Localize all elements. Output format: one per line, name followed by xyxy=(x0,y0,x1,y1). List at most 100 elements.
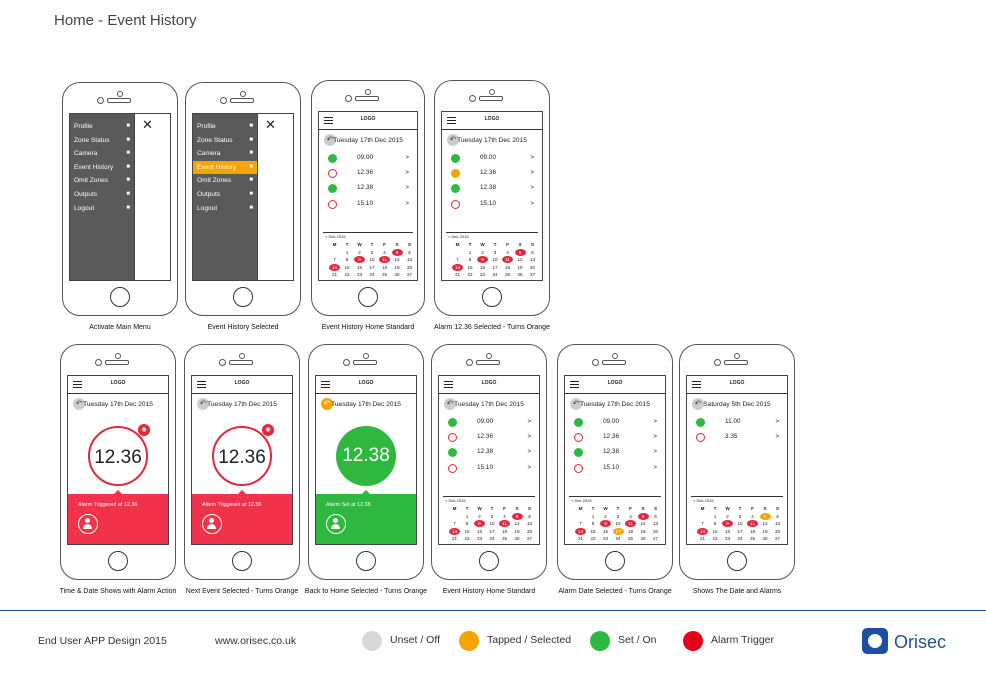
calendar-day[interactable]: 17 xyxy=(492,264,498,270)
calendar-day[interactable]: 18 xyxy=(749,528,756,534)
calendar-day[interactable]: 19 xyxy=(762,528,768,534)
calendar-day[interactable]: 28 xyxy=(575,543,586,544)
calendar-day[interactable]: 16 xyxy=(724,528,731,534)
calendar-day[interactable]: 11 xyxy=(502,256,513,264)
event-row[interactable]: 15.10 > xyxy=(325,198,411,210)
menu-item[interactable]: Outputs ■ xyxy=(193,188,257,201)
back-icon[interactable]: ↶ xyxy=(197,398,209,410)
calendar-day[interactable]: 18 xyxy=(627,528,634,534)
calendar-day[interactable]: 7 xyxy=(456,257,459,263)
calendar-day[interactable]: 2 xyxy=(358,249,361,255)
menu-item[interactable]: Profile ■ xyxy=(193,120,257,133)
hamburger-icon[interactable] xyxy=(73,381,82,388)
back-icon[interactable]: ↶ xyxy=(321,398,333,410)
menu-item[interactable]: Camera ■ xyxy=(193,147,257,160)
calendar-day[interactable]: 31 xyxy=(490,279,501,280)
calendar-day[interactable]: 19 xyxy=(394,264,400,270)
calendar-day[interactable]: 29 xyxy=(465,279,476,280)
calendar-day[interactable]: 1 xyxy=(468,249,472,255)
calendar-month[interactable]: < Dec 2015 xyxy=(445,498,466,503)
calendar-day[interactable]: 17 xyxy=(737,528,743,534)
calendar-day[interactable]: 28 xyxy=(452,279,463,280)
calendar-day[interactable]: 24 xyxy=(737,536,743,542)
calendar-day[interactable]: 18 xyxy=(381,264,388,270)
calendar-day[interactable]: 31 xyxy=(735,543,746,544)
menu-item[interactable]: Profile ■ xyxy=(70,120,134,133)
calendar-day[interactable]: 23 xyxy=(356,272,363,278)
calendar-day[interactable]: 19 xyxy=(640,528,646,534)
calendar-day[interactable]: 6 xyxy=(776,513,779,519)
calendar-day[interactable]: 24 xyxy=(615,536,621,542)
calendar-day[interactable]: 10 xyxy=(369,257,375,263)
calendar-day[interactable]: 30 xyxy=(474,543,485,544)
calendar-day[interactable]: 15 xyxy=(464,528,470,534)
calendar-day[interactable]: 29 xyxy=(462,543,473,544)
calendar-day[interactable]: 14 xyxy=(452,263,463,271)
calendar-day[interactable]: 5 xyxy=(759,512,771,520)
back-icon[interactable]: ↶ xyxy=(447,134,459,146)
event-row[interactable]: 09.00 > xyxy=(445,416,533,428)
calendar-day[interactable]: 14 xyxy=(575,527,586,535)
menu-item[interactable]: Logout ■ xyxy=(70,202,134,215)
hamburger-icon[interactable] xyxy=(197,381,206,388)
calendar-day[interactable]: 6 xyxy=(531,249,534,255)
calendar-day[interactable]: 16 xyxy=(602,528,609,534)
calendar-day[interactable]: 22 xyxy=(467,272,473,278)
calendar-day[interactable]: 9 xyxy=(477,256,488,264)
event-row[interactable]: 15.10 > xyxy=(571,462,659,474)
calendar-day[interactable]: 1 xyxy=(345,249,349,255)
home-button[interactable] xyxy=(110,287,130,307)
calendar-day[interactable]: 5 xyxy=(391,248,403,256)
home-button[interactable] xyxy=(358,287,378,307)
hamburger-icon[interactable] xyxy=(324,117,333,124)
calendar-day[interactable]: 16 xyxy=(476,528,483,534)
event-row[interactable]: 09.00 > xyxy=(448,152,536,164)
calendar-day[interactable]: 8 xyxy=(345,257,349,263)
event-row[interactable]: 12.38 > xyxy=(325,182,411,194)
calendar-day[interactable]: 3 xyxy=(490,513,494,519)
calendar-day[interactable]: 7 xyxy=(333,257,336,263)
menu-backdrop[interactable] xyxy=(257,114,293,280)
home-button[interactable] xyxy=(232,551,252,571)
hamburger-icon[interactable] xyxy=(444,381,453,388)
calendar-day[interactable]: 9 xyxy=(722,520,733,528)
back-icon[interactable]: ↶ xyxy=(444,398,456,410)
calendar-day[interactable]: 14 xyxy=(697,527,708,535)
calendar-day[interactable]: 30 xyxy=(722,543,733,544)
menu-backdrop[interactable] xyxy=(134,114,170,280)
calendar-day[interactable]: 4 xyxy=(629,513,632,519)
calendar-day[interactable]: 13 xyxy=(406,257,413,263)
calendar-month[interactable]: < Dec 2015 xyxy=(448,234,469,239)
calendar-day[interactable]: 8 xyxy=(465,521,469,527)
calendar-day[interactable]: 14 xyxy=(329,263,340,271)
calendar-day[interactable]: 13 xyxy=(526,521,533,527)
calendar-day[interactable]: 10 xyxy=(615,521,621,527)
calendar-day[interactable]: 22 xyxy=(344,272,350,278)
home-button[interactable] xyxy=(482,287,502,307)
calendar-day[interactable]: 8 xyxy=(591,521,595,527)
calendar-day[interactable]: 8 xyxy=(713,521,717,527)
close-icon[interactable]: ✕ xyxy=(142,117,153,132)
calendar-day[interactable]: 23 xyxy=(602,536,609,542)
calendar-day[interactable]: 13 xyxy=(652,521,659,527)
calendar-day[interactable]: 11 xyxy=(499,520,510,528)
calendar-day[interactable]: 13 xyxy=(774,521,781,527)
calendar-day[interactable]: 26 xyxy=(394,272,400,278)
calendar-day[interactable]: 23 xyxy=(479,272,486,278)
home-button[interactable] xyxy=(605,551,625,571)
calendar-day[interactable]: 17 xyxy=(612,527,624,535)
calendar-day[interactable]: 21 xyxy=(451,536,458,542)
calendar-month[interactable]: < Dec 2015 xyxy=(325,234,346,239)
calendar-day[interactable]: 20 xyxy=(652,528,659,534)
calendar-day[interactable]: 26 xyxy=(762,536,768,542)
calendar-day[interactable]: 2 xyxy=(604,513,607,519)
calendar-day[interactable]: 15 xyxy=(712,528,718,534)
menu-item[interactable]: Omit Zones ■ xyxy=(70,174,134,187)
event-row[interactable]: 09.00 > xyxy=(571,416,659,428)
calendar-day[interactable]: 28 xyxy=(449,543,460,544)
calendar-day[interactable]: 27 xyxy=(774,536,781,542)
calendar-day[interactable]: 2 xyxy=(478,513,481,519)
calendar-day[interactable]: 4 xyxy=(506,249,509,255)
home-button[interactable] xyxy=(727,551,747,571)
calendar-day[interactable]: 13 xyxy=(529,257,536,263)
